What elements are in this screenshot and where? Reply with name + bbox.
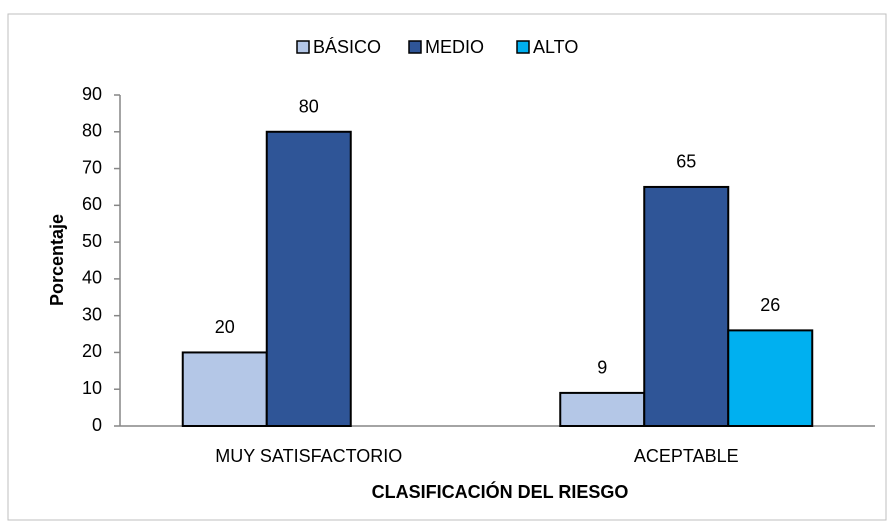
y-tick-label: 60 — [82, 194, 102, 214]
y-tick-label: 30 — [82, 304, 102, 324]
bar — [727, 329, 814, 427]
chart-border — [7, 13, 887, 521]
legend-swatch — [296, 40, 310, 54]
bar — [643, 185, 730, 427]
y-tick-label: 50 — [82, 231, 102, 251]
y-tick-label: 40 — [82, 268, 102, 288]
y-tick-label: 0 — [92, 415, 102, 435]
data-label: 9 — [597, 358, 607, 378]
legend-swatch — [408, 40, 422, 54]
bar — [265, 130, 352, 427]
y-tick-label: 80 — [82, 121, 102, 141]
data-label: 20 — [215, 317, 235, 337]
x-tick-label: ACEPTABLE — [634, 446, 739, 466]
y-tick-label: 20 — [82, 341, 102, 361]
data-label: 65 — [676, 152, 696, 172]
legend-label: MEDIO — [425, 37, 484, 57]
y-axis-title: Porcentaje — [47, 214, 67, 306]
y-tick-label: 10 — [82, 378, 102, 398]
data-label: 26 — [760, 295, 780, 315]
x-axis-title: CLASIFICACIÓN DEL RIESGO — [372, 481, 629, 502]
data-label: 80 — [299, 97, 319, 117]
x-tick-label: MUY SATISFACTORIO — [215, 446, 402, 466]
bar — [559, 391, 646, 427]
y-tick-label: 90 — [82, 84, 102, 104]
legend-swatch — [516, 40, 530, 54]
legend-label: BÁSICO — [313, 37, 381, 57]
bar — [181, 351, 268, 428]
legend-label: ALTO — [533, 37, 578, 57]
y-tick-label: 70 — [82, 157, 102, 177]
